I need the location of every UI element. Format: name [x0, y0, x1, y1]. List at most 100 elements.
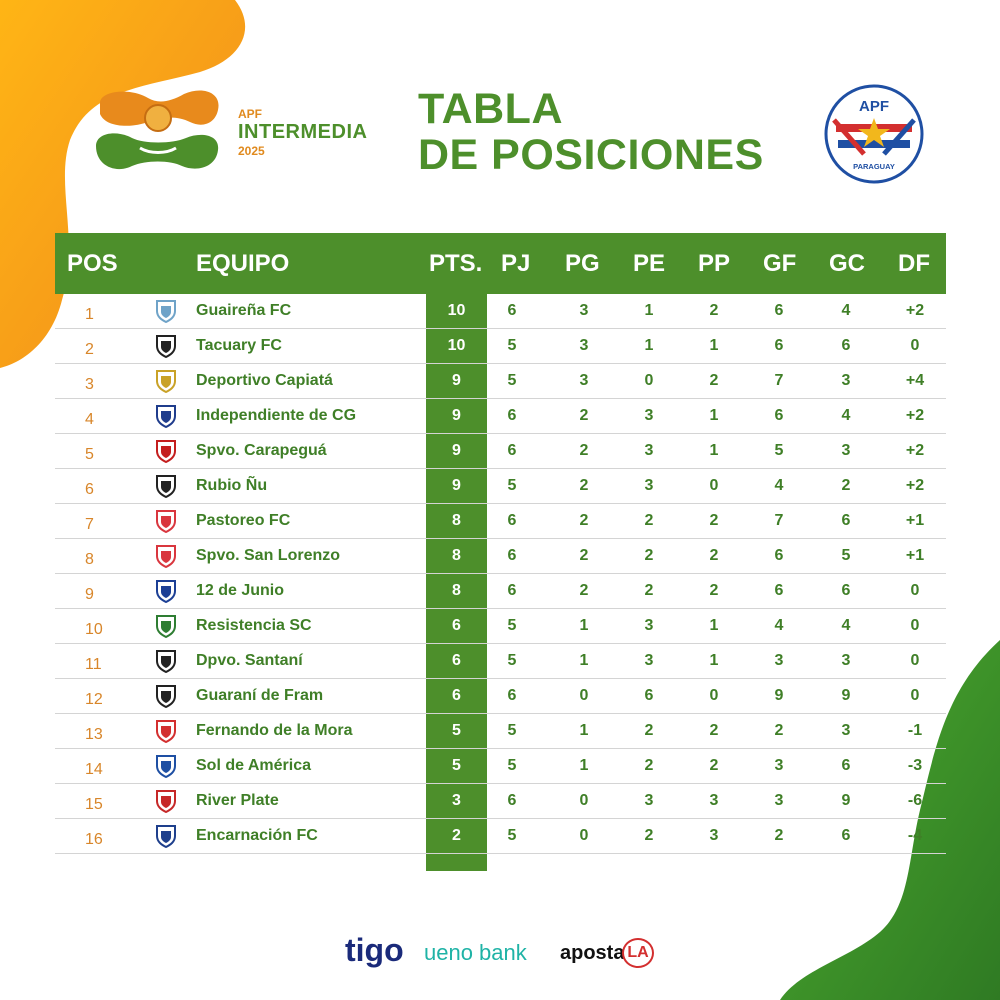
header-pts: PTS. — [429, 250, 483, 277]
row-df: -6 — [907, 792, 923, 809]
row-pj: 5 — [507, 722, 517, 739]
row-pg: 2 — [579, 477, 589, 494]
table-body: 1 Guaireña FC 10 6 3 1 2 6 4 +2 2 Tacuary FC 10 5 3 1 1 6… — [55, 294, 946, 854]
row-team-name: Deportivo Capiatá — [196, 372, 333, 389]
row-position: 10 — [85, 621, 103, 638]
row-pe: 3 — [644, 477, 654, 494]
row-pe: 3 — [644, 792, 654, 809]
logo-intermedia-label: INTERMEDIA — [238, 121, 368, 143]
row-df: 0 — [910, 652, 920, 669]
row-df: 0 — [910, 337, 920, 354]
row-team-name: 12 de Junio — [196, 582, 285, 599]
row-df: +2 — [905, 442, 925, 459]
row-df: 0 — [910, 617, 920, 634]
rubio-nu-crest-icon — [143, 473, 189, 499]
row-position: 16 — [85, 831, 103, 848]
row-gc: 4 — [841, 617, 851, 634]
row-gf: 3 — [774, 757, 784, 774]
row-df: +2 — [905, 302, 925, 319]
row-pg: 2 — [579, 582, 589, 599]
row-position: 12 — [85, 691, 103, 708]
row-position: 15 — [85, 796, 103, 813]
row-df: +2 — [905, 407, 925, 424]
header-df: DF — [898, 250, 930, 277]
row-pg: 3 — [579, 302, 589, 319]
independiente-crest-icon — [143, 403, 189, 429]
row-points: 2 — [452, 827, 461, 844]
standings-table: POS EQUIPO PTS. PJ PG PE PP GF GC DF 1 Gu… — [55, 233, 946, 871]
row-team-name: Dpvo. Santaní — [196, 652, 303, 669]
table-row: 12 Guaraní de Fram 6 6 0 6 0 9 9 0 — [55, 679, 946, 714]
row-gf: 2 — [774, 722, 784, 739]
row-team-name: Encarnación FC — [196, 827, 318, 844]
row-pj: 6 — [507, 442, 517, 459]
row-pe: 3 — [644, 617, 654, 634]
row-gf: 6 — [774, 407, 784, 424]
row-gc: 5 — [841, 547, 851, 564]
row-pe: 2 — [644, 757, 654, 774]
page-title: TABLA DE POSICIONES — [418, 86, 764, 178]
row-pg: 1 — [579, 757, 589, 774]
row-gc: 3 — [841, 722, 851, 739]
row-team-name: Guaireña FC — [196, 302, 292, 319]
row-pg: 0 — [579, 792, 589, 809]
row-pg: 2 — [579, 407, 589, 424]
row-pe: 2 — [644, 582, 654, 599]
header-pg: PG — [565, 250, 600, 277]
green-blob-bottom-right — [780, 640, 1000, 1000]
row-pp: 1 — [709, 337, 719, 354]
row-position: 9 — [85, 586, 94, 603]
row-gf: 6 — [774, 547, 784, 564]
row-pj: 5 — [507, 617, 517, 634]
row-pp: 3 — [709, 827, 719, 844]
row-team-name: Independiente de CG — [196, 407, 357, 424]
table-row: 1 Guaireña FC 10 6 3 1 2 6 4 +2 — [55, 294, 946, 329]
guairena-crest-icon — [143, 298, 189, 324]
row-pp: 1 — [709, 407, 719, 424]
intermedia-logo: APF INTERMEDIA 2025 — [92, 88, 367, 178]
row-pj: 5 — [507, 477, 517, 494]
row-pe: 3 — [644, 652, 654, 669]
row-pp: 3 — [709, 792, 719, 809]
row-gc: 2 — [841, 477, 851, 494]
row-pe: 2 — [644, 512, 654, 529]
table-row: 16 Encarnación FC 2 5 0 2 3 2 6 -4 — [55, 819, 946, 854]
ueno-bank-logo: ueno bank — [424, 940, 527, 965]
row-pg: 2 — [579, 442, 589, 459]
table-row: 6 Rubio Ñu 9 5 2 3 0 4 2 +2 — [55, 469, 946, 504]
badge-bottom-text: PARAGUAY — [853, 162, 895, 171]
row-pj: 5 — [507, 827, 517, 844]
row-gc: 4 — [841, 407, 851, 424]
row-pj: 5 — [507, 372, 517, 389]
header-pj: PJ — [501, 250, 531, 277]
table-row: 9 12 de Junio 8 6 2 2 2 6 6 0 — [55, 574, 946, 609]
row-gf: 6 — [774, 302, 784, 319]
row-pj: 6 — [507, 547, 517, 564]
row-pg: 0 — [579, 827, 589, 844]
row-pe: 1 — [644, 302, 654, 319]
table-header: POS EQUIPO PTS. PJ PG PE PP GF GC DF — [55, 233, 946, 294]
title-line-1: TABLA — [418, 85, 564, 133]
row-pp: 2 — [709, 722, 719, 739]
pastoreo-crest-icon — [143, 508, 189, 534]
row-pg: 2 — [579, 547, 589, 564]
row-pj: 6 — [507, 687, 517, 704]
row-team-name: Spvo. Carapeguá — [196, 442, 327, 459]
sol-de-america-crest-icon — [143, 753, 189, 779]
row-pj: 5 — [507, 337, 517, 354]
row-pe: 0 — [644, 372, 654, 389]
row-pp: 2 — [709, 302, 719, 319]
row-position: 2 — [85, 341, 94, 358]
santani-crest-icon — [143, 648, 189, 674]
row-gc: 9 — [841, 792, 851, 809]
12-de-junio-crest-icon — [143, 578, 189, 604]
row-pp: 1 — [709, 617, 719, 634]
row-position: 4 — [85, 411, 94, 428]
river-plate-crest-icon — [143, 788, 189, 814]
row-gf: 9 — [774, 687, 784, 704]
row-gf: 6 — [774, 582, 784, 599]
row-points: 6 — [452, 652, 461, 669]
row-pp: 1 — [709, 442, 719, 459]
row-pg: 3 — [579, 337, 589, 354]
